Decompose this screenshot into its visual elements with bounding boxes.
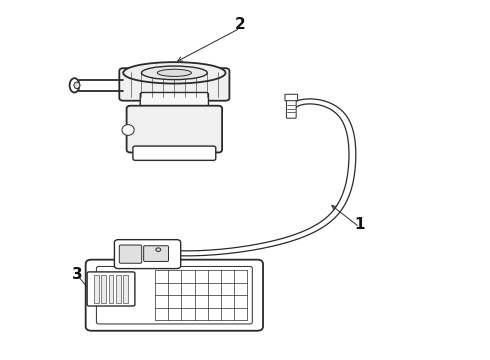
Ellipse shape	[157, 69, 192, 76]
FancyBboxPatch shape	[115, 240, 181, 269]
Bar	[123, 275, 128, 303]
Text: 1: 1	[354, 217, 365, 232]
FancyBboxPatch shape	[133, 146, 216, 160]
Ellipse shape	[122, 125, 134, 135]
FancyBboxPatch shape	[87, 272, 135, 306]
FancyBboxPatch shape	[119, 68, 229, 101]
FancyBboxPatch shape	[285, 94, 297, 101]
Ellipse shape	[156, 248, 161, 251]
Ellipse shape	[142, 66, 207, 80]
FancyBboxPatch shape	[287, 97, 296, 118]
FancyBboxPatch shape	[144, 246, 169, 261]
Bar	[116, 275, 121, 303]
FancyBboxPatch shape	[97, 266, 252, 324]
FancyBboxPatch shape	[140, 93, 208, 119]
Bar	[94, 275, 99, 303]
Ellipse shape	[147, 247, 158, 252]
FancyBboxPatch shape	[86, 260, 263, 331]
Bar	[101, 275, 106, 303]
FancyBboxPatch shape	[126, 106, 222, 153]
Ellipse shape	[70, 78, 79, 93]
Ellipse shape	[74, 82, 80, 89]
Text: 2: 2	[235, 17, 245, 32]
Text: 3: 3	[72, 267, 82, 282]
FancyBboxPatch shape	[119, 245, 142, 263]
Ellipse shape	[123, 62, 225, 84]
Bar	[109, 275, 114, 303]
